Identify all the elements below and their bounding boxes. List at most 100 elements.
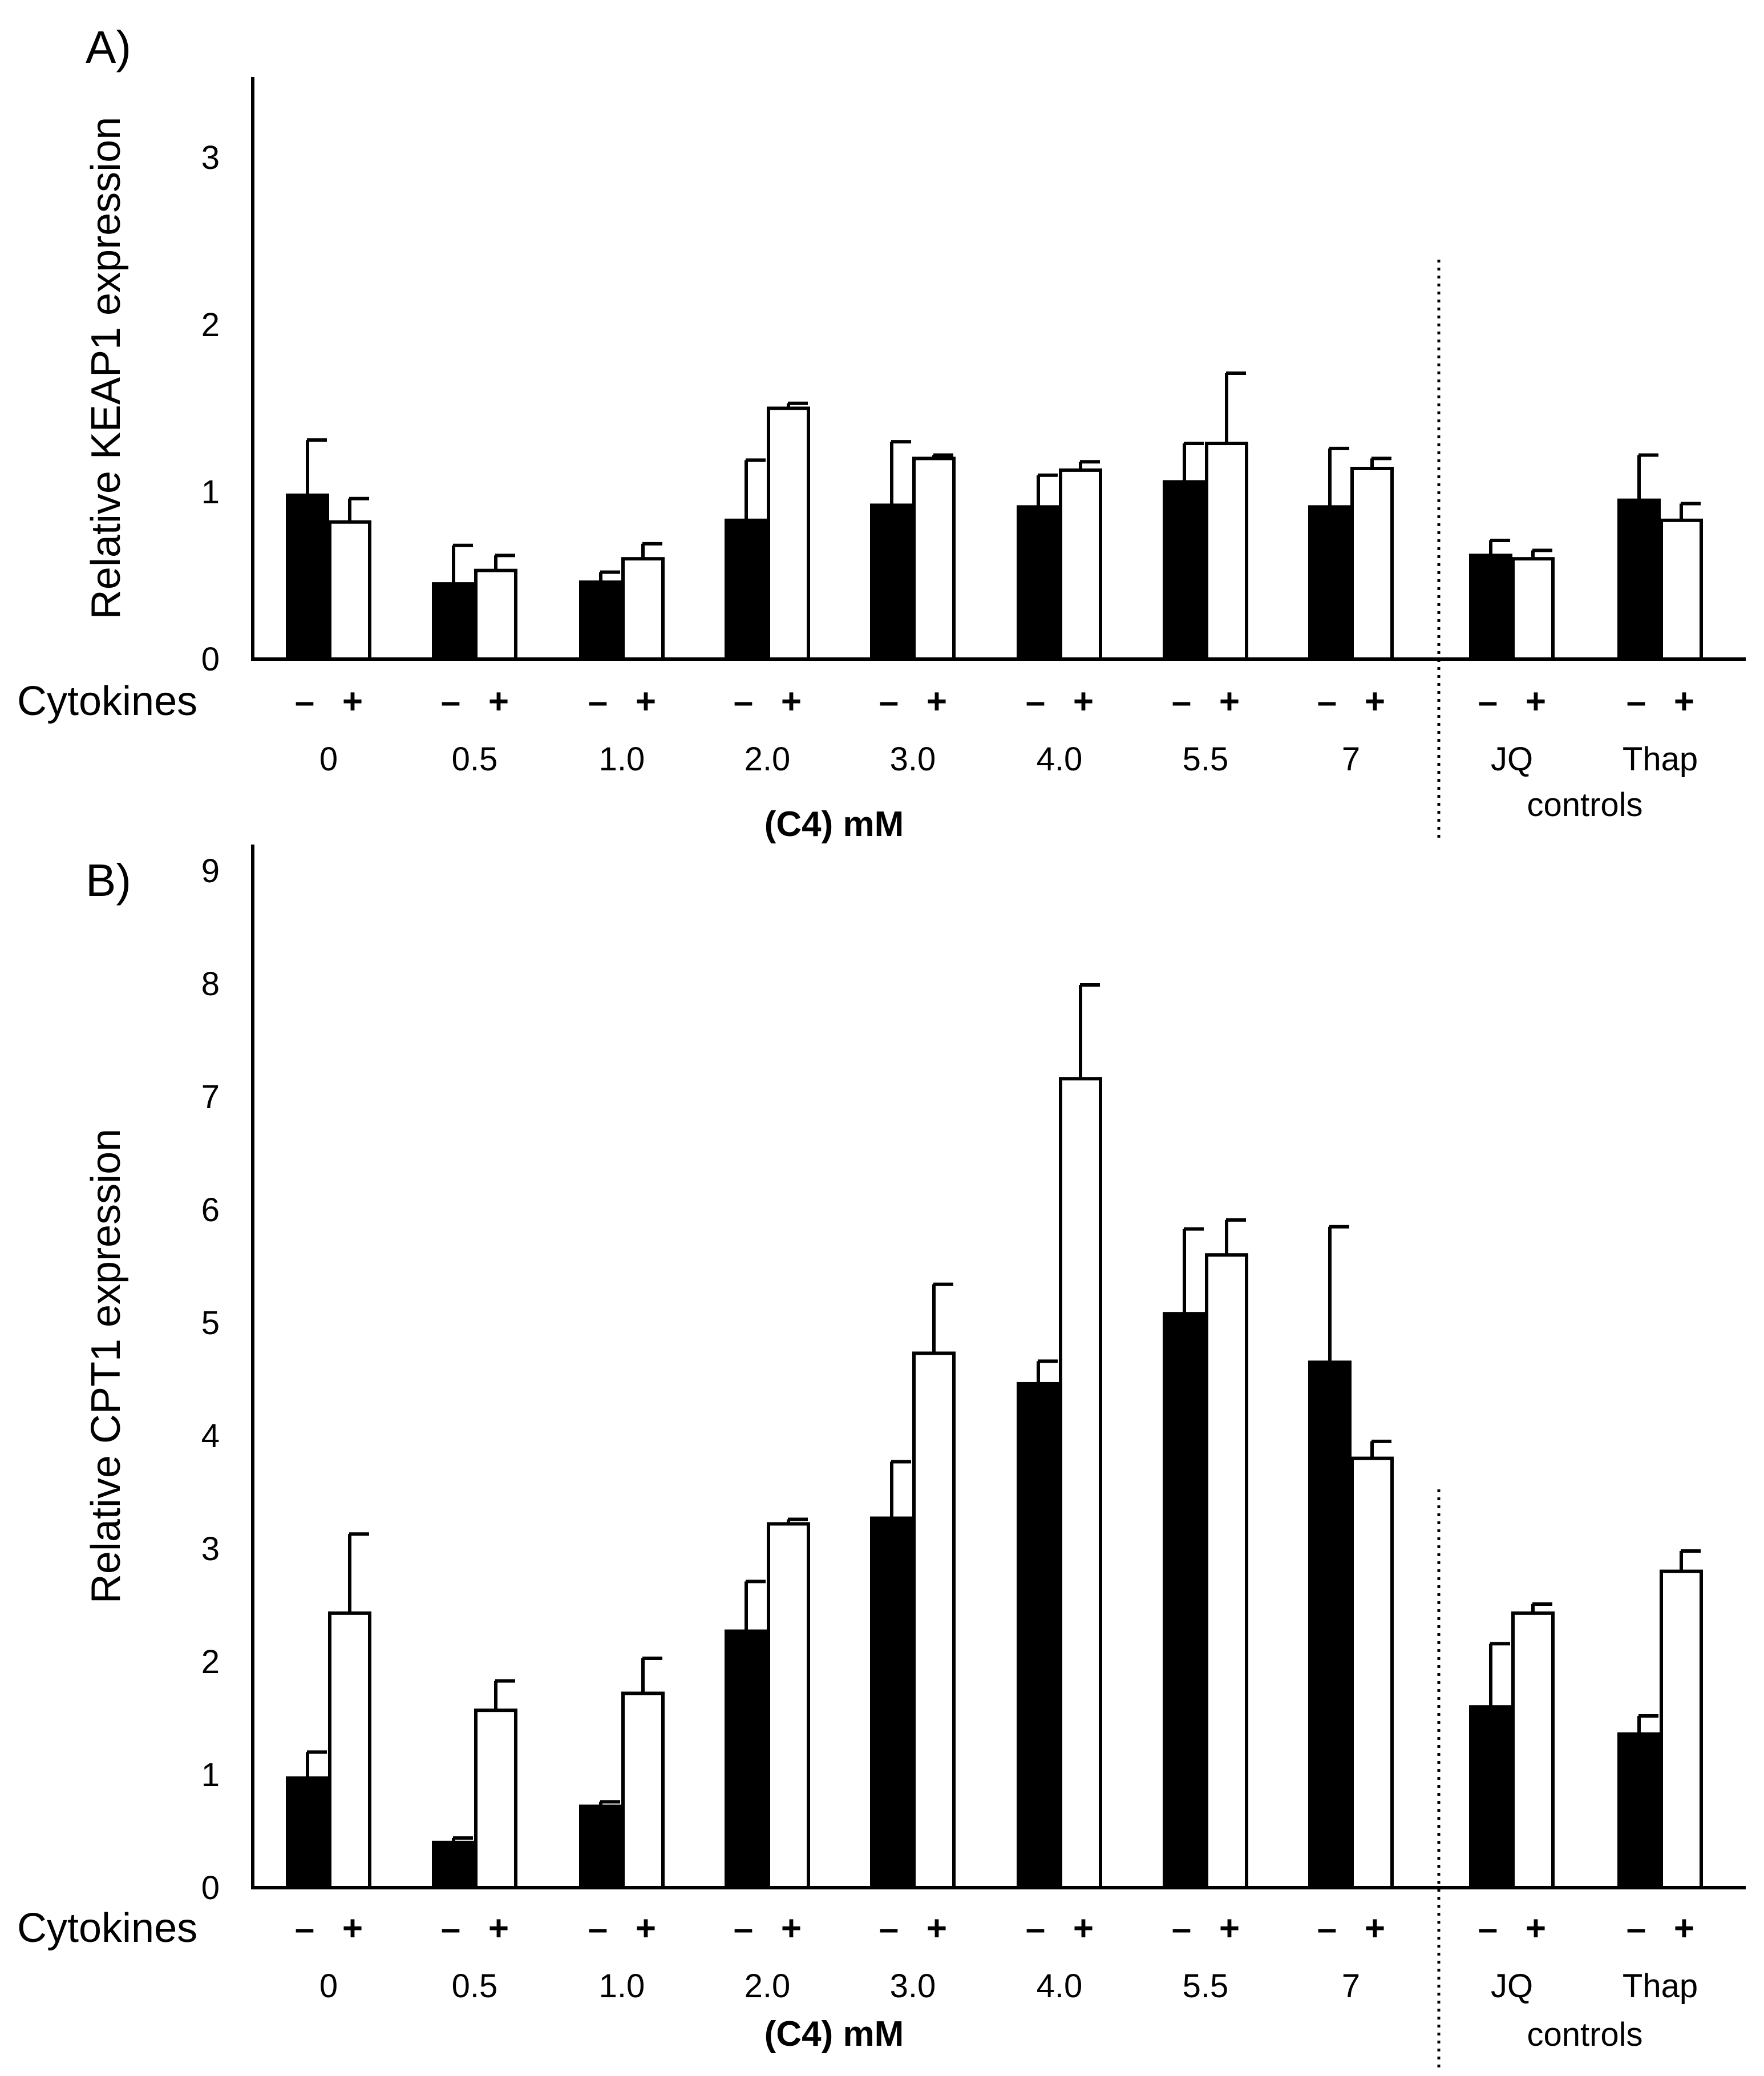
cytokines-plus-sign: +	[781, 682, 802, 721]
cytokines-minus-sign: –	[1317, 1909, 1337, 1948]
bar-plus-cytokines	[912, 457, 956, 661]
x-group-label: 5.5	[1183, 741, 1229, 778]
cytokines-minus-sign: –	[588, 1909, 608, 1948]
cytokines-minus-sign: –	[1478, 1909, 1498, 1948]
bar-minus-cytokines	[870, 503, 913, 661]
bar-plus-cytokines	[767, 1522, 810, 1889]
cytokines-minus-sign: –	[295, 1909, 314, 1948]
bar-minus-cytokines	[1163, 1312, 1206, 1889]
cytokines-minus-sign: –	[441, 1909, 460, 1948]
cytokines-minus-sign: –	[295, 682, 314, 721]
bar-minus-cytokines	[432, 1840, 475, 1890]
bar-minus-cytokines	[579, 580, 622, 661]
y-tick-label: 5	[201, 1304, 220, 1342]
controls-label: controls	[1527, 2016, 1642, 2053]
bar-minus-cytokines	[286, 493, 329, 661]
cytokines-plus-sign: +	[1219, 682, 1240, 721]
cytokines-row-label: Cytokines	[17, 678, 197, 724]
bar-plus-cytokines	[767, 406, 810, 661]
y-tick-label: 1	[201, 1756, 220, 1794]
x-group-label: 4.0	[1037, 741, 1083, 778]
bar-plus-cytokines	[912, 1351, 956, 1889]
cytokines-plus-sign: +	[1219, 1909, 1240, 1948]
x-group-label: 7	[1342, 1968, 1360, 2005]
cytokines-minus-sign: –	[1172, 682, 1191, 721]
x-axis-label: (C4) mM	[764, 2014, 904, 2054]
cytokines-plus-sign: +	[1526, 1909, 1546, 1948]
bar-plus-cytokines	[1511, 1611, 1555, 1890]
cytokines-plus-sign: +	[636, 682, 656, 721]
cytokines-plus-sign: +	[1073, 1909, 1094, 1948]
x-group-label: 0.5	[452, 741, 498, 778]
bar-minus-cytokines	[1308, 505, 1352, 661]
x-group-label: 5.5	[1183, 1968, 1229, 2005]
bar-minus-cytokines	[725, 518, 768, 661]
cytokines-minus-sign: –	[1172, 1909, 1191, 1948]
cytokines-plus-sign: +	[1365, 1909, 1385, 1948]
cytokines-minus-sign: –	[441, 682, 460, 721]
x-group-label: JQ	[1491, 741, 1533, 778]
cytokines-minus-sign: –	[1478, 682, 1498, 721]
y-tick-label: 9	[201, 853, 220, 890]
x-group-label: 0.5	[452, 1968, 498, 2005]
panel-label: B)	[86, 855, 131, 906]
bar-plus-cytokines	[1660, 1569, 1703, 1890]
cytokines-plus-sign: +	[926, 682, 947, 721]
panel-b-cpt1: B) Relative CPT1 expression 0 1 2 3 4 5 6 7 8 9 Cyto…	[17, 845, 1746, 2071]
bar-minus-cytokines	[1617, 1732, 1661, 1889]
y-tick-label: 1	[201, 474, 220, 511]
x-group-label: 4.0	[1037, 1968, 1083, 2005]
cytokines-plus-sign: +	[342, 1909, 363, 1948]
bar-minus-cytokines	[1017, 505, 1060, 661]
cytokines-minus-sign: –	[1317, 682, 1337, 721]
cytokines-plus-sign: +	[1526, 682, 1546, 721]
bar-minus-cytokines	[1163, 480, 1206, 661]
bar-minus-cytokines	[432, 582, 475, 661]
x-group-label: 1.0	[599, 741, 645, 778]
panel-label: A)	[86, 22, 131, 72]
bar-minus-cytokines	[579, 1804, 622, 1889]
x-group-label: 1.0	[599, 1968, 645, 2005]
bar-minus-cytokines	[1469, 1705, 1512, 1889]
x-group-label: 2.0	[745, 1968, 791, 2005]
cytokines-minus-sign: –	[734, 1909, 753, 1948]
cytokines-plus-sign: +	[781, 1909, 802, 1948]
cytokines-minus-sign: –	[588, 682, 608, 721]
bar-plus-cytokines	[1660, 518, 1703, 661]
x-group-label: 7	[1342, 741, 1360, 778]
y-axis-label: Relative CPT1 expression	[83, 1129, 129, 1604]
bar-plus-cytokines	[1059, 1077, 1102, 1889]
y-tick-label: 4	[201, 1417, 220, 1455]
cytokines-plus-sign: +	[488, 1909, 509, 1948]
x-group-label: Thap	[1623, 741, 1698, 778]
cytokines-plus-sign: +	[1674, 1909, 1694, 1948]
bar-minus-cytokines	[1308, 1360, 1352, 1890]
x-group-label: 3.0	[890, 741, 936, 778]
bar-minus-cytokines	[1469, 554, 1512, 661]
x-group-label: 0	[319, 741, 338, 778]
bar-plus-cytokines	[328, 520, 371, 661]
y-tick-label: 2	[201, 306, 220, 344]
bar-plus-cytokines	[621, 1691, 665, 1889]
x-group-label: Thap	[1623, 1968, 1698, 2005]
bar-minus-cytokines	[1617, 498, 1661, 661]
y-tick-label: 3	[201, 1530, 220, 1568]
bar-minus-cytokines	[725, 1629, 768, 1890]
bar-plus-cytokines	[328, 1611, 371, 1890]
x-axis-label: (C4) mM	[764, 805, 904, 844]
bar-minus-cytokines	[1017, 1382, 1060, 1889]
cytokines-minus-sign: –	[1026, 682, 1045, 721]
cytokines-row-label: Cytokines	[17, 1905, 197, 1951]
cytokines-plus-sign: +	[1365, 682, 1385, 721]
x-group-label: 3.0	[890, 1968, 936, 2005]
cytokines-plus-sign: +	[1073, 682, 1094, 721]
bar-minus-cytokines	[286, 1776, 329, 1889]
cytokines-plus-sign: +	[342, 682, 363, 721]
cytokines-minus-sign: –	[734, 682, 753, 721]
cytokines-minus-sign: –	[1627, 1909, 1646, 1948]
bar-plus-cytokines	[1059, 468, 1102, 661]
y-tick-label: 0	[201, 1869, 220, 1907]
panel-a-keap1: A) Relative KEAP1 expression 0 1 2 3 Cytokines…	[17, 22, 1746, 844]
bar-plus-cytokines	[1350, 1456, 1394, 1890]
